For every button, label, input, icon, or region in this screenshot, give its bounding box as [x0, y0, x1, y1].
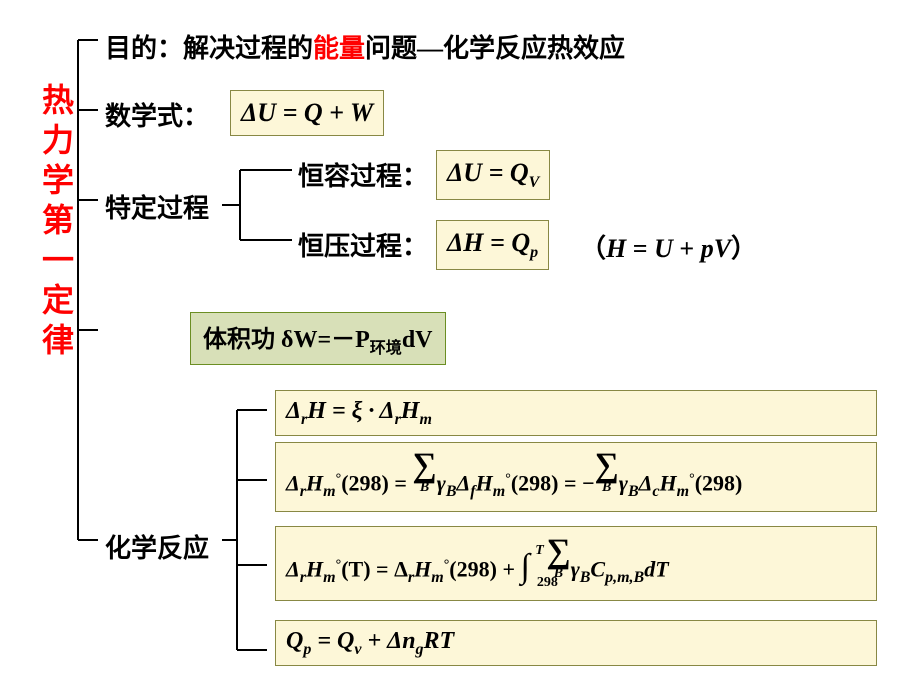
f2-Hm: H: [476, 471, 493, 496]
vw-prefix: 体积功 δW=－P: [203, 327, 370, 353]
constV-text: ΔU = Q: [447, 158, 529, 187]
reaction-formula-2: ΔrHm°(298) = ∑BγBΔfHm°(298) = −∑BγBΔcHm°…: [275, 442, 877, 512]
note-p: p: [701, 234, 714, 263]
f2-298b: (298) = −: [511, 471, 595, 496]
f3-C: C: [590, 557, 605, 582]
vw-sub: 环境: [370, 340, 402, 357]
f2-sum1: ∑: [412, 451, 436, 482]
reaction-bracket: [222, 400, 272, 660]
page-title: 热力学第一定律: [40, 80, 76, 360]
note-H: H: [606, 234, 626, 263]
f1-h2: H: [401, 398, 420, 424]
f2-dc: Δ: [639, 471, 653, 496]
f2-m: m: [323, 483, 335, 500]
f3-H: H: [306, 557, 323, 582]
f4-RT: RT: [424, 628, 455, 654]
f3-m: m: [323, 569, 335, 586]
vw-suffix: dV: [402, 327, 433, 353]
f2-df: Δ: [457, 471, 471, 496]
main-bracket: [78, 40, 108, 540]
purpose-suffix: 问题—化学反应热效应: [365, 34, 625, 63]
f3-T: (T) = Δ: [341, 557, 408, 582]
f3-dT: dT: [644, 557, 668, 582]
constV-label: 恒容过程：: [298, 156, 428, 193]
math-formula-box: ΔU = Q + W: [230, 90, 384, 136]
constP-sub: p: [530, 244, 538, 261]
constV-sub: V: [529, 174, 540, 191]
note-V: V: [714, 234, 731, 263]
f2-H: H: [306, 471, 323, 496]
f4-g: g: [416, 641, 424, 658]
constP-note: （H = U + pV）: [580, 228, 757, 265]
purpose-line: 目的：解决过程的能量问题—化学反应热效应: [105, 28, 625, 65]
f3-pmB: p,m,B: [605, 569, 644, 586]
math-formula: ΔU = Q + W: [241, 98, 373, 127]
f2-Hm2: H: [660, 471, 677, 496]
f2-298c: (298): [695, 471, 743, 496]
note-pre: （: [580, 234, 606, 263]
purpose-prefix: 目的：解决过程的: [105, 34, 313, 63]
constP-formula: ΔH = Qp: [436, 220, 549, 270]
f3-lb: 298: [537, 573, 558, 593]
specific-bracket: [222, 160, 292, 250]
f3-d: Δ: [286, 557, 300, 582]
note-plus: +: [673, 234, 701, 263]
f2-298: (298) =: [341, 471, 412, 496]
f3-B: B: [580, 569, 591, 586]
f4-Q: Q: [286, 628, 303, 654]
purpose-emphasis: 能量: [313, 34, 365, 63]
reaction-formula-4: Qp = Qv + ΔngRT: [275, 620, 877, 666]
note-U: U: [654, 234, 673, 263]
f4-plus: + Δn: [361, 628, 415, 654]
reaction-label: 化学反应: [105, 528, 209, 565]
f2-g2: γ: [619, 471, 628, 496]
math-label: 数学式：: [105, 96, 209, 133]
f1-d1: Δ: [286, 398, 301, 424]
f3-m2: m: [431, 569, 443, 586]
constV-formula: ΔU = QV: [436, 150, 550, 200]
f2-B: B: [446, 483, 457, 500]
f3-ub: T: [535, 541, 544, 561]
specific-label: 特定过程: [105, 188, 209, 225]
f2-g: γ: [437, 471, 446, 496]
f3-H2: H: [414, 557, 431, 582]
f2-c: c: [652, 483, 659, 500]
volume-work-box: 体积功 δW=－P环境dV: [190, 312, 446, 365]
f2-d: Δ: [286, 471, 300, 496]
f2-B2: B: [628, 483, 639, 500]
f4-eq: = Q: [311, 628, 354, 654]
reaction-formula-3: ΔrHm°(T) = ΔrHm°(298) + ∫T298 ∑BγBCp,m,B…: [275, 526, 877, 601]
f3-g: γ: [571, 557, 580, 582]
note-post: ）: [731, 234, 757, 263]
f3-298: (298) +: [449, 557, 520, 582]
constP-text: ΔH = Q: [447, 228, 530, 257]
note-eq: =: [626, 234, 654, 263]
title-text: 热力学第一定律: [42, 82, 74, 358]
f2-sum2: ∑: [595, 451, 619, 482]
reaction-formula-1: ΔrH = ξ · ΔrHm: [275, 390, 877, 436]
f1-h: H = ξ · Δ: [307, 398, 394, 424]
f2-m2: m: [493, 483, 505, 500]
f1-m: m: [419, 411, 431, 428]
f2-m3: m: [677, 483, 689, 500]
constP-label: 恒压过程：: [298, 226, 428, 263]
